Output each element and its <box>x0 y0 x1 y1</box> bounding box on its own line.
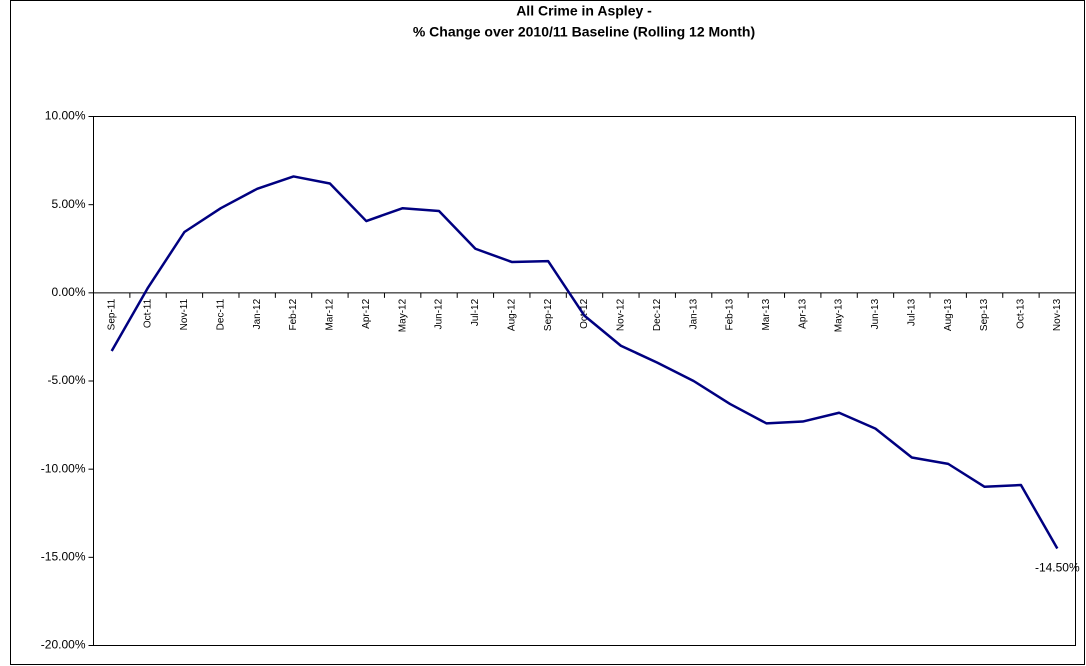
x-tick-label: Feb-13 <box>725 298 736 330</box>
x-tick-label: Jan-12 <box>252 298 263 329</box>
x-tick-label: Sep-12 <box>543 298 554 331</box>
x-tick-label: Nov-13 <box>1052 298 1063 331</box>
chart-title: All Crime in Aspley - <box>516 3 652 19</box>
x-tick-label: Jul-12 <box>470 298 481 326</box>
y-tick-label: 0.00% <box>51 285 85 299</box>
x-tick-label: May-13 <box>834 298 845 332</box>
x-tick-label: Dec-12 <box>652 298 663 331</box>
data-label: -14.50% <box>1035 561 1080 575</box>
y-tick-label: -15.00% <box>41 550 86 564</box>
x-tick-label: Jan-13 <box>688 298 699 329</box>
x-tick-label: Apr-12 <box>361 298 372 328</box>
x-tick-label: Aug-13 <box>943 298 954 331</box>
x-tick-label: Sep-13 <box>979 298 990 331</box>
x-tick-label: Jun-13 <box>870 298 881 329</box>
y-tick-label: -10.00% <box>41 461 86 475</box>
x-tick-label: Sep-11 <box>106 298 117 330</box>
y-tick-label: -20.00% <box>41 638 86 652</box>
x-tick-label: Mar-13 <box>761 298 772 330</box>
x-tick-label: Feb-12 <box>288 298 299 330</box>
x-tick-label: Nov-12 <box>616 298 627 331</box>
chart-subtitle: % Change over 2010/11 Baseline (Rolling … <box>413 24 755 40</box>
y-tick-label: 5.00% <box>51 197 85 211</box>
x-tick-label: Oct-13 <box>1016 298 1027 328</box>
x-tick-label: May-12 <box>397 298 408 332</box>
x-tick-label: Oct-11 <box>143 298 154 328</box>
x-tick-label: Mar-12 <box>325 298 336 330</box>
x-tick-label: Apr-13 <box>797 298 808 328</box>
data-line <box>110 175 1059 550</box>
x-tick-label: Oct-12 <box>579 298 590 328</box>
y-tick-label: -5.00% <box>47 373 85 387</box>
x-tick-label: Aug-12 <box>506 298 517 331</box>
x-tick-label: Dec-11 <box>215 298 226 330</box>
x-tick-label: Jul-13 <box>906 298 917 326</box>
x-tick-label: Nov-11 <box>179 298 190 330</box>
plot-area <box>93 116 1076 646</box>
x-tick-label: Jun-12 <box>434 298 445 329</box>
y-tick-label: 10.00% <box>45 109 86 123</box>
